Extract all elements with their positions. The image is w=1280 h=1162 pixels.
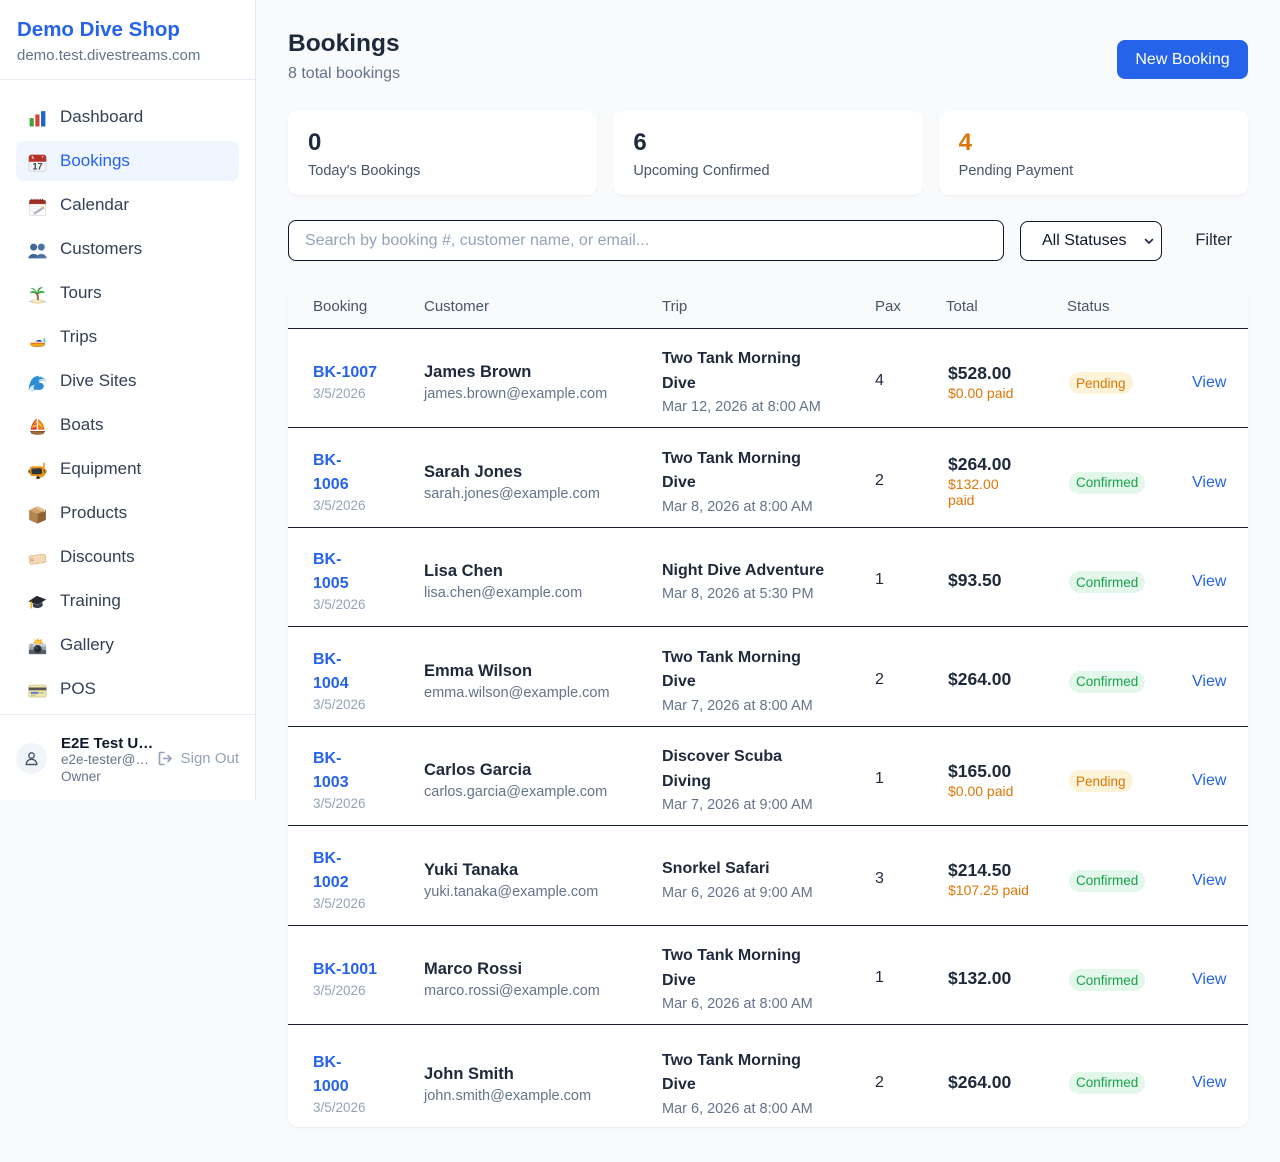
svg-text:17: 17 — [32, 161, 42, 171]
